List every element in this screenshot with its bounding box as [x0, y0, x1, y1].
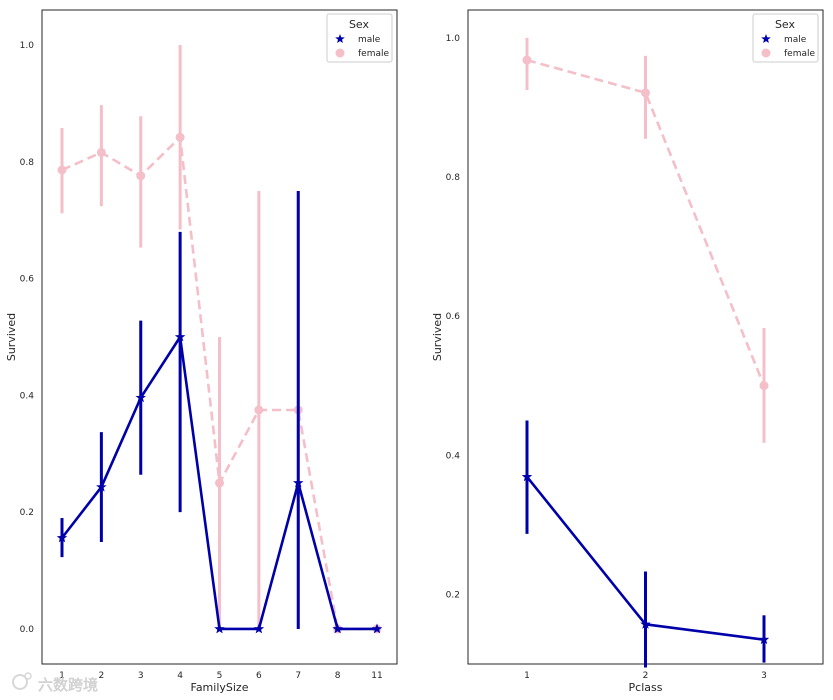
y-tick-label: 0.8 [20, 158, 35, 168]
legend-label-female: female [358, 49, 389, 59]
y-tick-label: 0.0 [20, 625, 35, 635]
x-axis-label: Pclass [629, 681, 663, 694]
y-tick-label: 0.2 [20, 508, 34, 518]
y-tick-label: 1.0 [20, 41, 35, 51]
y-tick-label: 1.0 [446, 34, 461, 44]
series-male [56, 191, 383, 634]
point-male [135, 392, 146, 403]
legend-marker-female [335, 48, 345, 58]
series-male [521, 420, 770, 668]
x-tick-label: 3 [761, 671, 767, 681]
point-male [174, 331, 186, 342]
x-tick-label: 6 [256, 671, 262, 681]
point-female [759, 381, 769, 391]
point-male [56, 532, 68, 543]
point-male [293, 477, 304, 488]
x-axis-label: FamilySize [191, 681, 249, 694]
point-female [57, 165, 67, 175]
point-male [96, 481, 107, 492]
watermark-logo: 六数跨境 [12, 672, 98, 694]
legend-title: Sex [775, 18, 796, 31]
x-tick-label: 5 [217, 671, 223, 681]
point-female [136, 171, 146, 181]
point-female [175, 132, 185, 142]
point-female [215, 478, 224, 488]
point-male [640, 618, 651, 629]
x-tick-label: 2 [643, 671, 649, 681]
pclass-survival-chart: 0.2 0.4 0.6 0.8 1.0 1 2 3 Pclass Survived Sex male f… [431, 9, 824, 694]
legend-marker-female [761, 48, 771, 58]
x-tick-label: 7 [295, 671, 301, 681]
point-male [521, 471, 533, 482]
y-axis-label: Survived [431, 313, 444, 361]
x-tick-label: 8 [335, 671, 341, 681]
legend-marker-male [761, 34, 771, 43]
plot-frame [41, 9, 398, 665]
y-tick-label: 0.6 [20, 275, 35, 285]
legend-label-male: male [358, 35, 381, 45]
point-female [254, 405, 264, 415]
point-male [214, 623, 225, 634]
legend-label-female: female [784, 49, 815, 59]
legend-title: Sex [349, 18, 370, 31]
x-tick-label: 1 [524, 671, 530, 681]
watermark-text: 六数跨境 [38, 676, 98, 694]
point-male [371, 623, 383, 634]
legend: Sex male female [326, 13, 393, 63]
legend: Sex male female [752, 13, 819, 63]
point-male [253, 623, 265, 634]
series-female [57, 45, 382, 634]
x-tick-label: 4 [177, 671, 183, 681]
y-axis-label: Survived [5, 313, 18, 361]
familysize-survival-chart: 0.0 0.2 0.4 0.6 0.8 1.0 1 2 3 4 5 6 7 8 11 FamilySize Su… [5, 9, 398, 694]
point-female [641, 88, 650, 98]
y-tick-label: 0.4 [446, 451, 461, 461]
y-tick-label: 0.6 [446, 312, 461, 322]
x-tick-label: 3 [138, 671, 144, 681]
legend-marker-male [335, 34, 345, 43]
x-tick-label: 2 [99, 671, 105, 681]
point-female [96, 147, 106, 157]
point-male [332, 623, 343, 634]
y-tick-label: 0.8 [446, 173, 461, 183]
x-tick-label: 11 [371, 671, 382, 681]
series-female [522, 37, 769, 443]
y-tick-label: 0.2 [446, 590, 460, 600]
legend-label-male: male [784, 35, 807, 45]
x-tick-label: 1 [59, 671, 65, 681]
point-male [758, 634, 770, 645]
point-female [522, 55, 532, 65]
y-tick-label: 0.4 [20, 391, 35, 401]
